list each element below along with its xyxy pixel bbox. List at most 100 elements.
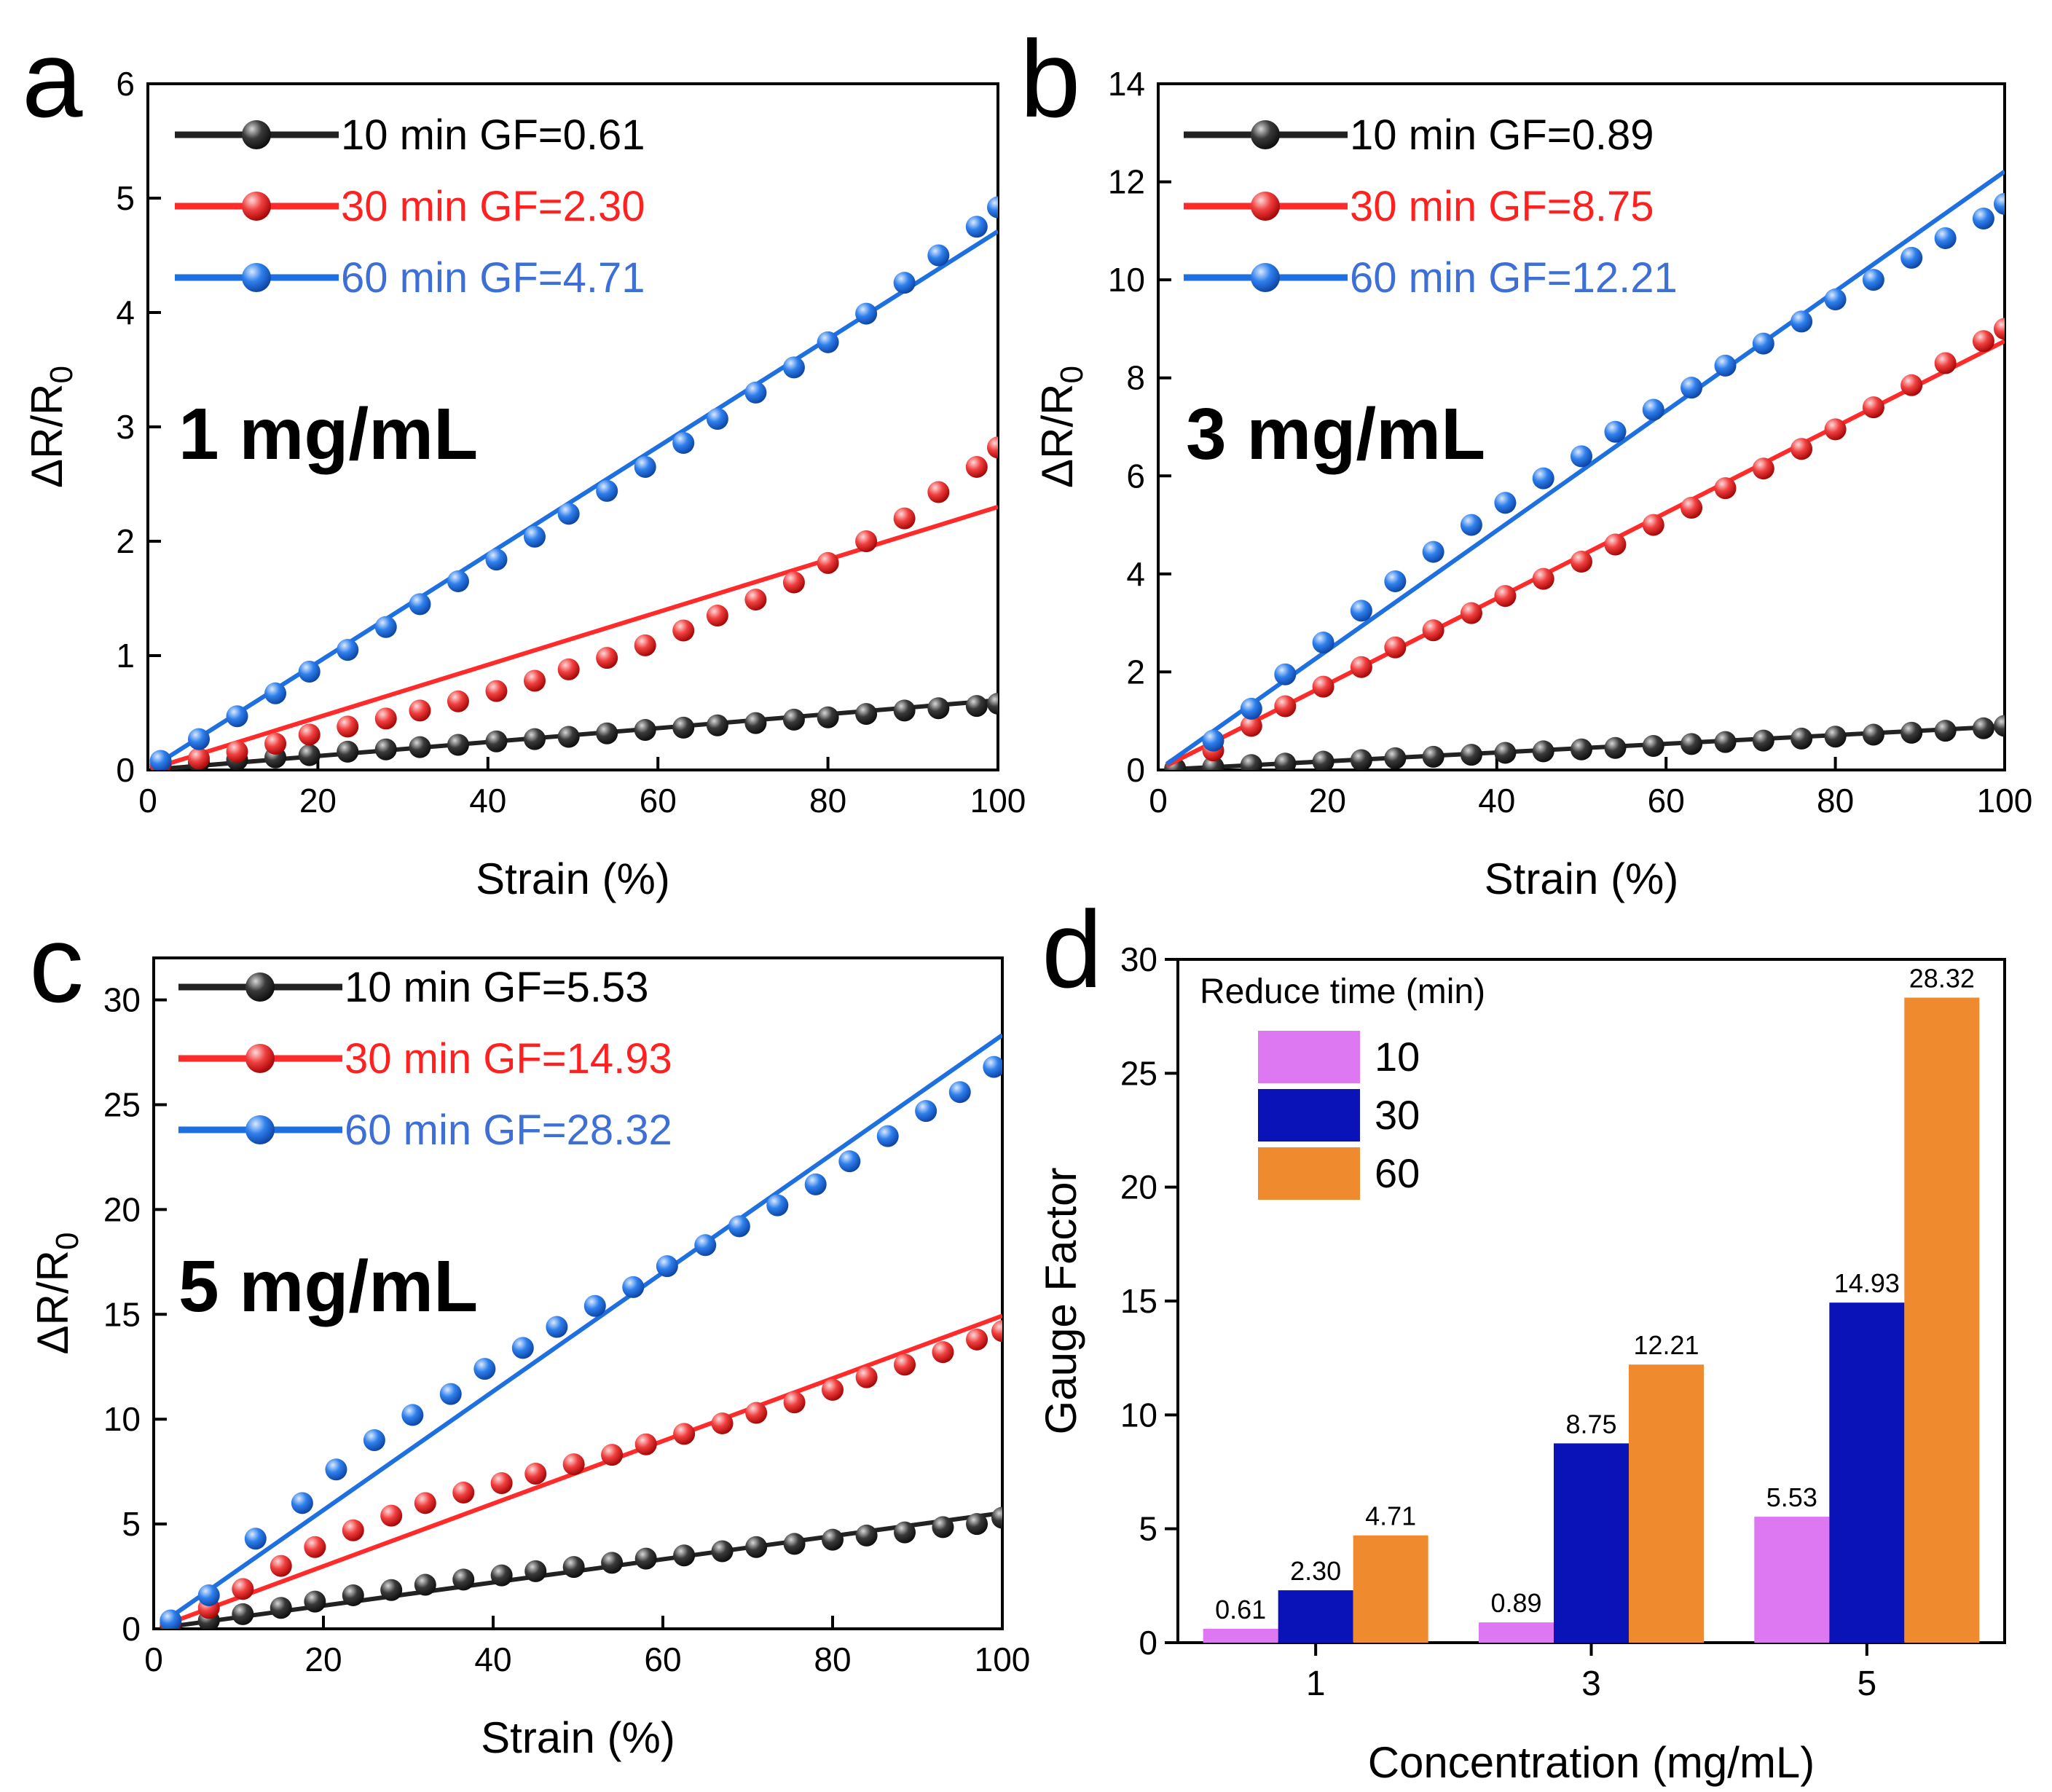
data-point	[325, 1458, 347, 1481]
data-point	[270, 1555, 292, 1577]
legend-item: 10 min GF=0.89	[1184, 111, 1654, 159]
data-point	[485, 730, 508, 752]
data-point	[634, 634, 656, 656]
data-point	[966, 1513, 988, 1536]
data-point	[855, 1524, 878, 1547]
data-point	[694, 1234, 717, 1257]
x-tick-label: 60	[644, 1640, 681, 1678]
data-point	[380, 1579, 403, 1601]
legend-swatch	[1258, 1031, 1360, 1083]
data-point	[894, 1521, 916, 1544]
legend-label: 60	[1375, 1150, 1420, 1196]
data-point	[232, 1603, 254, 1625]
data-point	[1604, 420, 1627, 443]
data-point	[1900, 374, 1923, 396]
x-tick-label: 0	[144, 1640, 163, 1678]
data-point	[583, 1294, 606, 1317]
data-point	[188, 728, 211, 750]
series-60-min	[149, 196, 998, 770]
x-axis-label: Strain (%)	[481, 1713, 675, 1762]
data-point	[298, 723, 321, 746]
data-point	[485, 549, 508, 571]
data-point	[634, 455, 656, 478]
legend-label: 60 min GF=4.71	[341, 254, 645, 302]
x-tick-label: 80	[1817, 782, 1854, 820]
data-point	[965, 216, 988, 238]
data-point	[291, 1492, 313, 1514]
series-10-min	[149, 692, 998, 770]
data-point	[672, 431, 695, 454]
data-point	[439, 1383, 462, 1405]
data-point	[782, 571, 805, 594]
y-tick-label: 3	[116, 408, 135, 446]
data-point	[927, 481, 950, 503]
legend-label: 30 min GF=2.30	[341, 183, 645, 230]
data-point	[1422, 541, 1444, 563]
legend-marker	[1251, 120, 1280, 149]
plot-frame	[152, 956, 1004, 1630]
bar-value-label: 2.30	[1290, 1556, 1341, 1586]
data-point	[932, 1516, 954, 1538]
legend-swatch	[1258, 1089, 1360, 1141]
data-point	[1642, 735, 1664, 758]
bar-series-30: 2.30 8.75 14.93	[1278, 1268, 1905, 1643]
concentration-annotation: 3 mg/mL	[1186, 393, 1485, 475]
data-point	[447, 690, 469, 712]
panel-letter-a: a	[22, 17, 83, 140]
y-axis-label: ΔR/R0	[23, 366, 79, 488]
data-point	[1350, 600, 1372, 622]
data-point	[634, 1433, 657, 1455]
y-tick-label: 4	[116, 294, 135, 331]
y-tick-label: 20	[1120, 1168, 1157, 1206]
data-point	[1274, 695, 1297, 718]
data-point	[1934, 720, 1957, 742]
data-point	[1790, 310, 1813, 333]
legend-item: 10	[1258, 1031, 1420, 1083]
data-point	[1752, 332, 1774, 355]
data-point	[817, 551, 839, 574]
legend-label: 10 min GF=5.53	[345, 964, 649, 1011]
data-point	[838, 1150, 861, 1173]
data-point	[601, 1444, 624, 1466]
legend-item: 30 min GF=2.30	[175, 183, 645, 230]
data-point	[745, 1536, 768, 1558]
data-point	[634, 1547, 657, 1570]
legend-label: 30	[1375, 1092, 1420, 1138]
data-point	[1972, 330, 1994, 353]
y-tick-label: 0	[122, 1610, 141, 1648]
data-point	[1532, 567, 1554, 590]
legend-label: 30 min GF=8.75	[1350, 183, 1654, 230]
legend-title: Reduce time (min)	[1200, 972, 1485, 1011]
data-point	[409, 736, 431, 758]
y-tick-label: 30	[1120, 940, 1157, 978]
data-point	[1972, 208, 1994, 230]
data-point	[1934, 352, 1957, 374]
legend-item: 10 min GF=5.53	[178, 964, 649, 1011]
x-tick-label: 20	[299, 782, 337, 820]
data-point	[822, 1528, 844, 1551]
y-axis-label-subscript: 0	[50, 1233, 85, 1250]
data-point	[1752, 457, 1774, 480]
data-point	[1972, 717, 1994, 739]
y-tick-label: 5	[1139, 1510, 1157, 1548]
data-point	[1422, 745, 1444, 768]
data-point	[149, 750, 172, 770]
data-point	[160, 1609, 182, 1629]
legend-item: 60	[1258, 1147, 1420, 1200]
bar	[1203, 1628, 1278, 1643]
y-axis-label: ΔR/R0	[1033, 366, 1090, 488]
data-point	[783, 1391, 806, 1414]
data-point	[1422, 619, 1444, 642]
data-point	[1274, 752, 1297, 770]
data-point	[447, 734, 469, 756]
legend-item: 30 min GF=14.93	[178, 1035, 672, 1082]
data-point	[562, 1556, 585, 1579]
bar-value-label: 5.53	[1766, 1482, 1817, 1512]
data-point	[991, 1506, 1002, 1529]
legend-marker	[242, 120, 271, 149]
y-tick-label: 6	[1126, 457, 1145, 495]
plot-frame	[1157, 82, 2006, 771]
data-point	[672, 619, 695, 642]
bar	[1353, 1535, 1428, 1643]
